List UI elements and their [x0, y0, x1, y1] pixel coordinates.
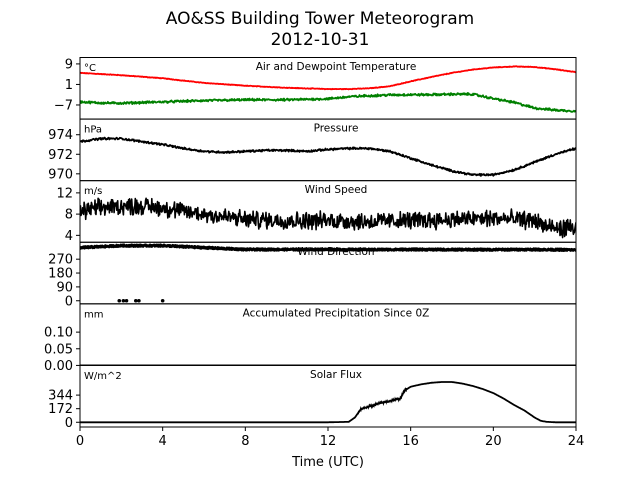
ytick-label-wind_direction-2: 90: [56, 280, 73, 295]
plot-area-pressure: [80, 136, 576, 177]
ytick-label-temperature-0: 9: [65, 57, 73, 72]
ytick-label-wind_direction-3: 0: [65, 294, 73, 309]
panel-stack: 9 1 −7 °C Air and Dewpoint Temperature 974 972…: [44, 57, 577, 431]
panel-title-pressure: Pressure: [314, 123, 359, 135]
ytick-label-precipitation-0: 0.10: [44, 326, 73, 341]
series-pressure-0: [80, 136, 576, 177]
figure-title: AO&SS Building Tower Meteorogram: [166, 9, 474, 29]
series-solar_flux-0: [80, 381, 576, 424]
panel-precipitation: 0.100.05 0.00 mm Accumulated Precipitation …: [44, 303, 577, 374]
unit-label-precipitation: mm: [84, 309, 103, 320]
panel-title-wind_direction: Wind Direction: [297, 246, 374, 258]
ytick-label-temperature-2: −7: [54, 98, 73, 113]
xtick-label-0: 0: [76, 434, 84, 449]
plot-area-wind_speed: [80, 197, 576, 239]
ytick-label-precipitation-1: 0.05: [44, 342, 73, 357]
ytick-label-wind_speed-1: 8: [65, 208, 73, 223]
figure-subtitle: 2012-10-31: [271, 30, 370, 50]
ytick-label-pressure-0: 974: [48, 128, 73, 143]
panel-title-solar_flux: Solar Flux: [310, 369, 362, 381]
ytick-label-solar_flux-2: 0: [65, 416, 73, 431]
series-wind_speed-0: [80, 197, 576, 239]
ytick-label-wind_direction-0: 270: [48, 253, 73, 268]
x-axis-label: Time (UTC): [291, 455, 364, 470]
point-wind_direction-2: [124, 298, 129, 303]
panel-title-wind_speed: Wind Speed: [305, 184, 368, 196]
series-solar_flux-jitter: [356, 387, 408, 415]
unit-label-pressure: hPa: [84, 125, 102, 136]
series-temperature-0: [80, 65, 576, 91]
panel-wind_speed: 12 8 4 m/s Wind Speed: [56, 180, 577, 244]
ytick-label-wind_speed-2: 4: [65, 229, 73, 244]
point-wind_direction-5: [160, 298, 165, 303]
series-temperature-1: [80, 92, 576, 113]
point-wind_direction-1: [121, 298, 126, 303]
xtick-label-3: 12: [320, 434, 337, 449]
ytick-label-solar_flux-0: 344: [48, 389, 73, 404]
ytick-label-pressure-1: 972: [48, 148, 73, 163]
plot-area-solar_flux: [80, 381, 576, 424]
ytick-label-pressure-2: 970: [48, 167, 73, 182]
unit-label-solar_flux: W/m^2: [84, 371, 122, 382]
xtick-label-5: 20: [485, 434, 502, 449]
panel-temperature: 9 1 −7 °C Air and Dewpoint Temperature: [54, 57, 577, 120]
panel-title-temperature: Air and Dewpoint Temperature: [256, 61, 417, 73]
ytick-label-temperature-1: 1: [65, 78, 73, 93]
point-wind_direction-4: [137, 298, 141, 303]
point-wind_direction-0: [117, 298, 122, 303]
panel-title-precipitation: Accumulated Precipitation Since 0Z: [243, 307, 430, 319]
xtick-label-6: 24: [568, 434, 585, 449]
ytick-label-wind_speed-0: 12: [56, 186, 73, 201]
x-axis: 0 4 8 12 16 20 24: [76, 427, 584, 449]
xtick-label-2: 8: [241, 434, 249, 449]
unit-label-temperature: °C: [84, 63, 96, 74]
point-wind_direction-3: [134, 298, 138, 303]
ytick-label-precipitation-2: 0.00: [44, 359, 73, 374]
plot-area-temperature: [80, 65, 576, 113]
plot-area-wind_direction: [80, 243, 576, 303]
series-wind_direction-0: [80, 243, 576, 252]
panel-pressure: 974 972 970 hPa Pressure: [48, 118, 577, 182]
xtick-label-1: 4: [159, 434, 167, 449]
ytick-label-wind_direction-1: 180: [48, 267, 73, 282]
xtick-label-4: 16: [402, 434, 419, 449]
unit-label-wind_speed: m/s: [84, 186, 102, 197]
ytick-label-solar_flux-1: 172: [48, 402, 73, 417]
